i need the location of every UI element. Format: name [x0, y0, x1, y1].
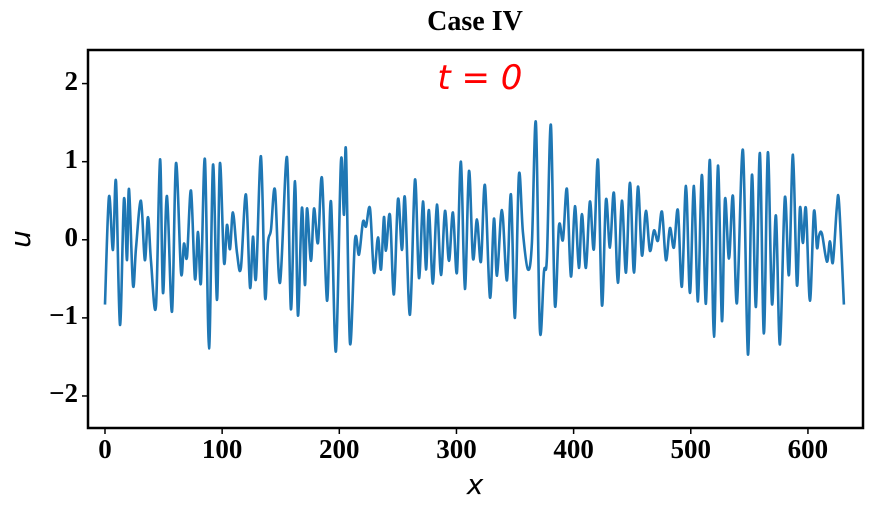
y-tick-label: 1 — [65, 144, 79, 174]
x-tick-label: 100 — [202, 434, 243, 464]
x-tick-label: 300 — [436, 434, 477, 464]
plot-frame — [86, 48, 865, 430]
x-tick-label: 400 — [553, 434, 594, 464]
x-tick-label: 600 — [788, 434, 829, 464]
x-tick-label: 200 — [319, 434, 360, 464]
y-axis-label: u — [4, 230, 37, 248]
y-tick-label: −1 — [49, 300, 78, 330]
y-tick-label: −2 — [49, 378, 78, 408]
y-tick-label: 2 — [65, 66, 79, 96]
x-tick-label: 500 — [671, 434, 712, 464]
data-line — [103, 120, 846, 356]
x-tick-label: 0 — [98, 434, 112, 464]
chart-title: Case IV — [427, 6, 523, 37]
annotation: t = 0 — [437, 58, 522, 98]
y-tick-label: 0 — [65, 222, 79, 252]
x-axis-label: x — [466, 468, 484, 501]
